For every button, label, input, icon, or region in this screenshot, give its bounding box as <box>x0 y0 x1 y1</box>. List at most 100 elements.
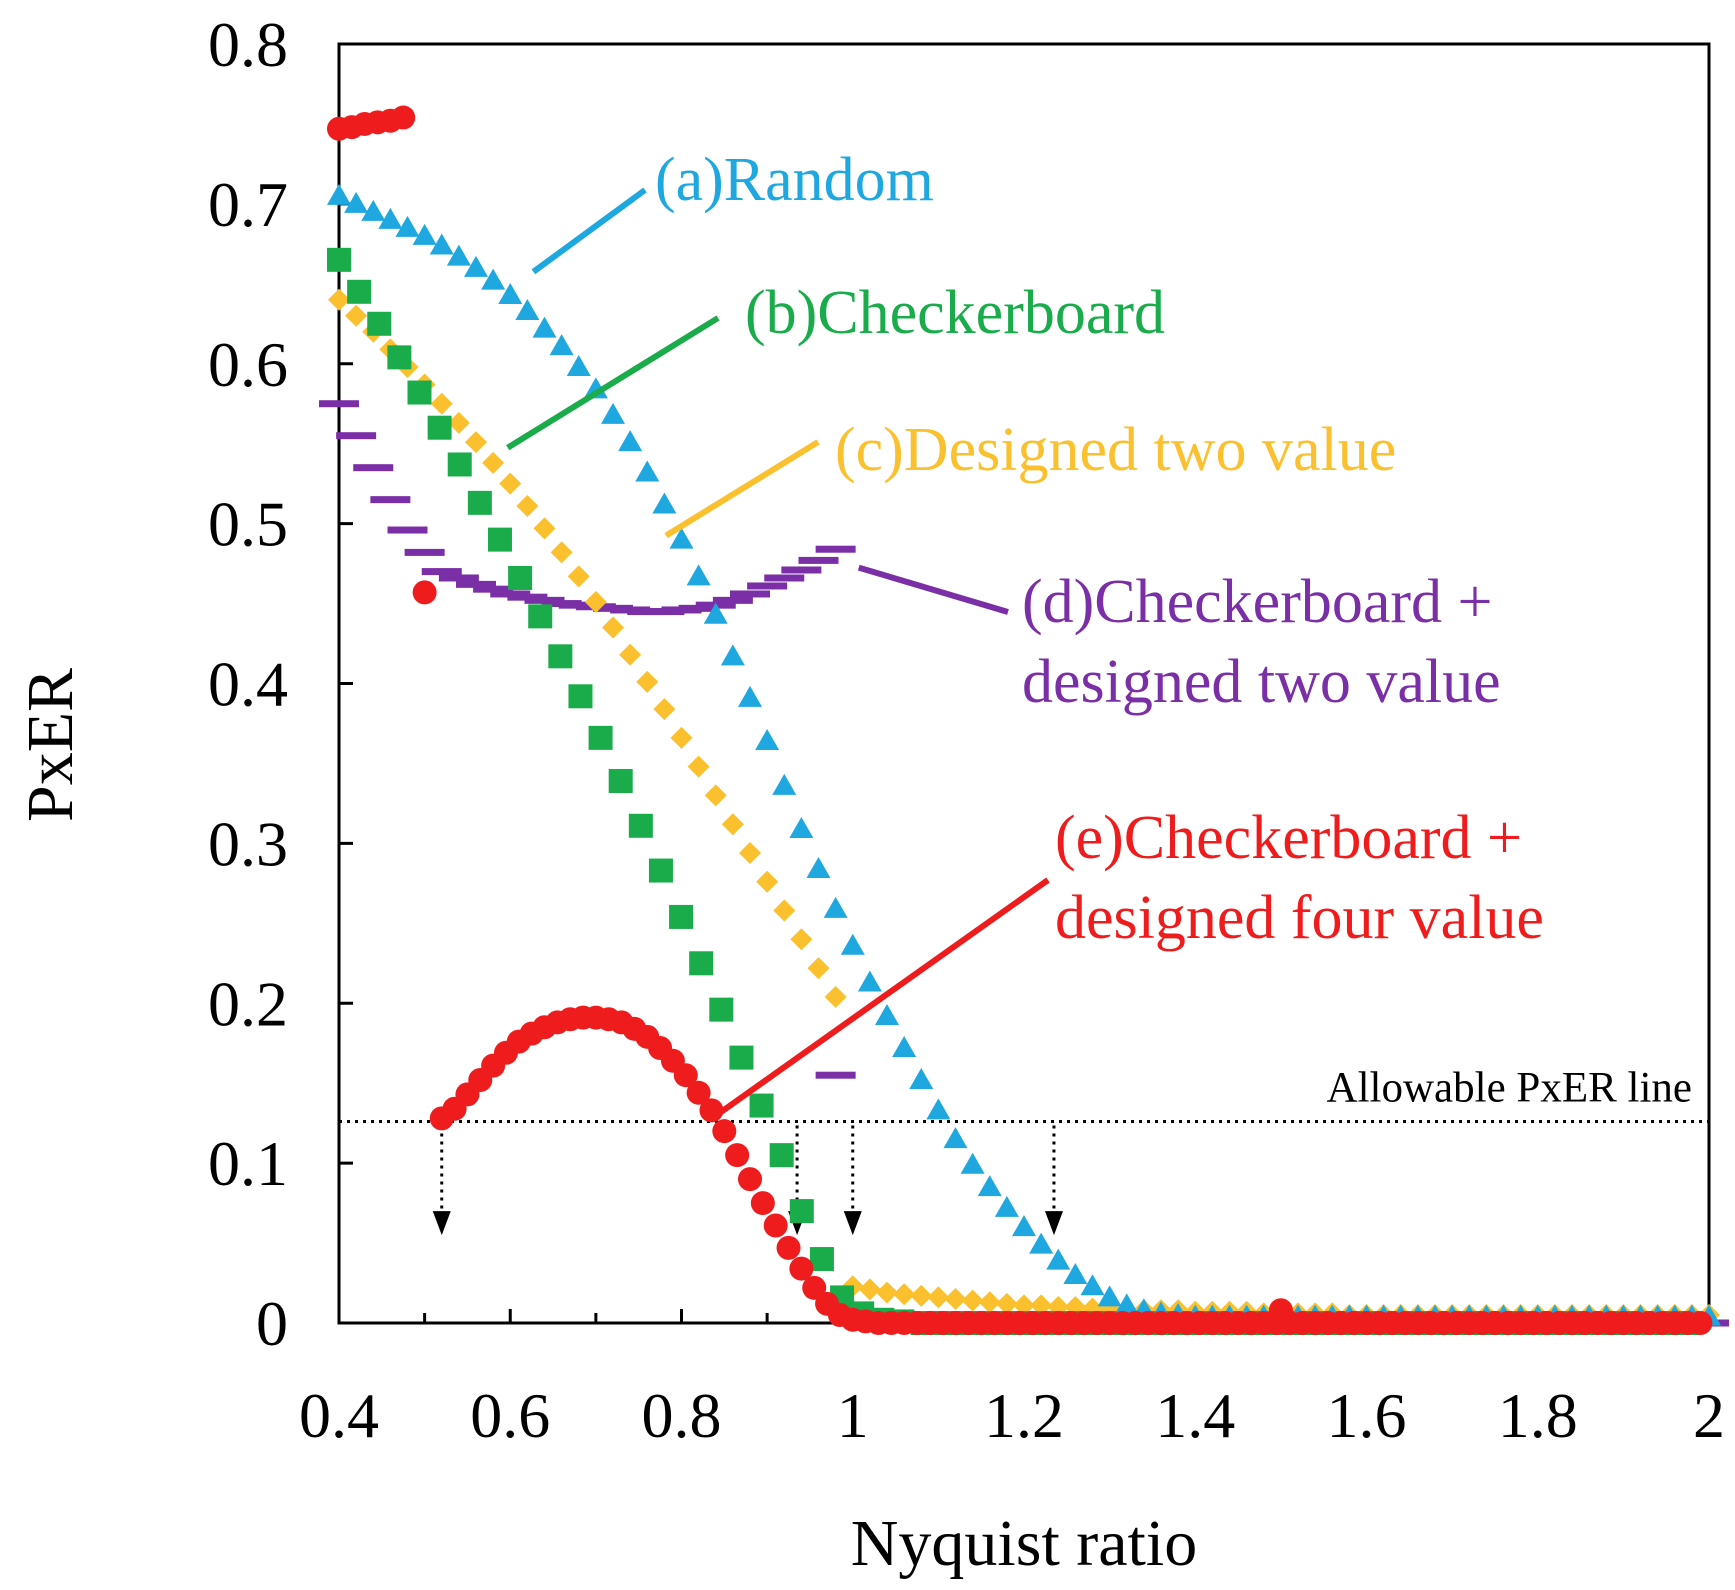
data-point-diamond <box>961 1289 984 1312</box>
data-point-triangle <box>446 244 471 266</box>
annotation-label-e: (e)Checkerboard + <box>1055 804 1522 872</box>
data-point-square <box>789 1199 814 1224</box>
data-point-triangle <box>327 183 351 205</box>
data-point-triangle <box>1114 1293 1139 1315</box>
x-tick-label: 0.8 <box>642 1380 722 1451</box>
data-point-diamond <box>756 870 779 893</box>
data-point-triangle <box>1097 1285 1122 1307</box>
data-point-dash <box>815 545 856 553</box>
data-point-square <box>588 725 613 750</box>
y-tick-label: 0.3 <box>208 808 288 879</box>
annotation-label-a: (a)Random <box>655 146 934 214</box>
data-point-square <box>508 565 533 590</box>
data-point-square <box>628 813 653 838</box>
data-point-diamond <box>636 670 659 693</box>
data-point-square <box>367 311 392 336</box>
data-point-square <box>608 769 633 794</box>
x-tick-label: 2 <box>1693 1380 1725 1451</box>
data-point-triangle <box>618 430 643 452</box>
x-tick-label: 1.4 <box>1155 1380 1235 1451</box>
data-point-diamond <box>653 698 676 721</box>
data-point-triangle <box>857 970 882 992</box>
data-point-square <box>347 279 372 304</box>
data-point-triangle <box>378 207 403 229</box>
x-tick-label: 1 <box>837 1380 869 1451</box>
x-tick-label: 0.4 <box>299 1380 379 1451</box>
data-point-triangle <box>1029 1232 1054 1254</box>
data-point-diamond <box>670 726 693 749</box>
data-point-triangle <box>806 856 831 878</box>
data-point-dash <box>319 400 359 408</box>
data-point-triangle <box>395 215 420 237</box>
data-point-triangle <box>960 1152 985 1174</box>
reference-line-label: Allowable PxER line <box>1327 1065 1692 1112</box>
data-point-square <box>427 415 452 440</box>
data-point-square <box>487 527 512 552</box>
data-point-diamond <box>516 495 539 518</box>
data-point-dash <box>747 582 788 590</box>
x-axis-label: Nyquist ratio <box>851 1507 1197 1580</box>
annotation-leader-c <box>664 439 820 539</box>
data-point-triangle <box>601 402 625 424</box>
data-point-circle <box>725 1143 750 1168</box>
data-point-triangle <box>909 1067 934 1089</box>
data-point-diamond <box>773 899 796 922</box>
data-point-diamond <box>584 590 607 613</box>
x-tick-label: 1.2 <box>984 1380 1064 1451</box>
data-point-square <box>407 380 432 405</box>
data-point-diamond <box>533 517 556 540</box>
data-point-triangle <box>652 492 677 514</box>
annotation-label-e: designed four value <box>1055 884 1544 952</box>
data-point-dash <box>798 556 839 564</box>
data-point-circle <box>1688 1311 1713 1335</box>
data-point-triangle <box>635 460 660 482</box>
data-point-circle <box>412 580 437 605</box>
data-point-square <box>749 1093 774 1118</box>
annotation-leader-a <box>531 187 647 275</box>
data-point-diamond <box>687 755 710 778</box>
data-point-square <box>809 1247 834 1272</box>
data-point-diamond <box>482 451 505 474</box>
data-point-dash <box>730 590 770 598</box>
data-point-circle <box>776 1235 801 1260</box>
data-point-diamond <box>550 541 573 564</box>
data-point-diamond <box>328 288 350 311</box>
arrow-head <box>1044 1211 1063 1236</box>
threshold-arrows <box>432 1125 1063 1236</box>
data-point-dash <box>473 585 514 593</box>
data-point-square <box>387 345 412 370</box>
data-point-dash <box>438 574 479 582</box>
data-point-diamond <box>567 565 590 588</box>
data-point-triangle <box>875 1004 899 1026</box>
data-point-diamond <box>893 1283 916 1306</box>
y-tick-label: 0.8 <box>208 9 288 80</box>
data-point-square <box>467 490 492 515</box>
data-point-circle <box>763 1213 788 1238</box>
data-point-circle <box>738 1167 762 1192</box>
arrow-head <box>843 1211 862 1236</box>
data-point-circle <box>750 1191 775 1216</box>
data-point-diamond <box>704 784 727 807</box>
data-point-circle <box>802 1275 827 1300</box>
data-point-dash <box>387 526 428 534</box>
data-point-diamond <box>499 472 522 495</box>
data-point-square <box>709 997 734 1022</box>
data-point-dash <box>781 566 822 574</box>
data-point-triangle <box>840 933 865 955</box>
data-point-triangle <box>1063 1263 1088 1285</box>
annotation-label-d: designed two value <box>1022 648 1501 716</box>
allowable-pxer-line: Allowable PxER line <box>339 1065 1709 1124</box>
annotation-label-d: (d)Checkerboard + <box>1022 568 1492 636</box>
data-point-diamond <box>944 1288 967 1311</box>
data-point-triangle <box>1012 1215 1036 1237</box>
data-point-circle <box>789 1256 814 1281</box>
x-tick-label: 0.6 <box>470 1380 550 1451</box>
y-tick-label: 0.2 <box>208 968 288 1039</box>
data-point-square <box>568 684 593 709</box>
data-point-triangle <box>823 896 848 918</box>
data-point-triangle <box>738 685 762 707</box>
y-tick-label: 0.4 <box>208 649 288 720</box>
data-point-circle <box>686 1080 711 1105</box>
data-point-diamond <box>978 1291 1001 1314</box>
